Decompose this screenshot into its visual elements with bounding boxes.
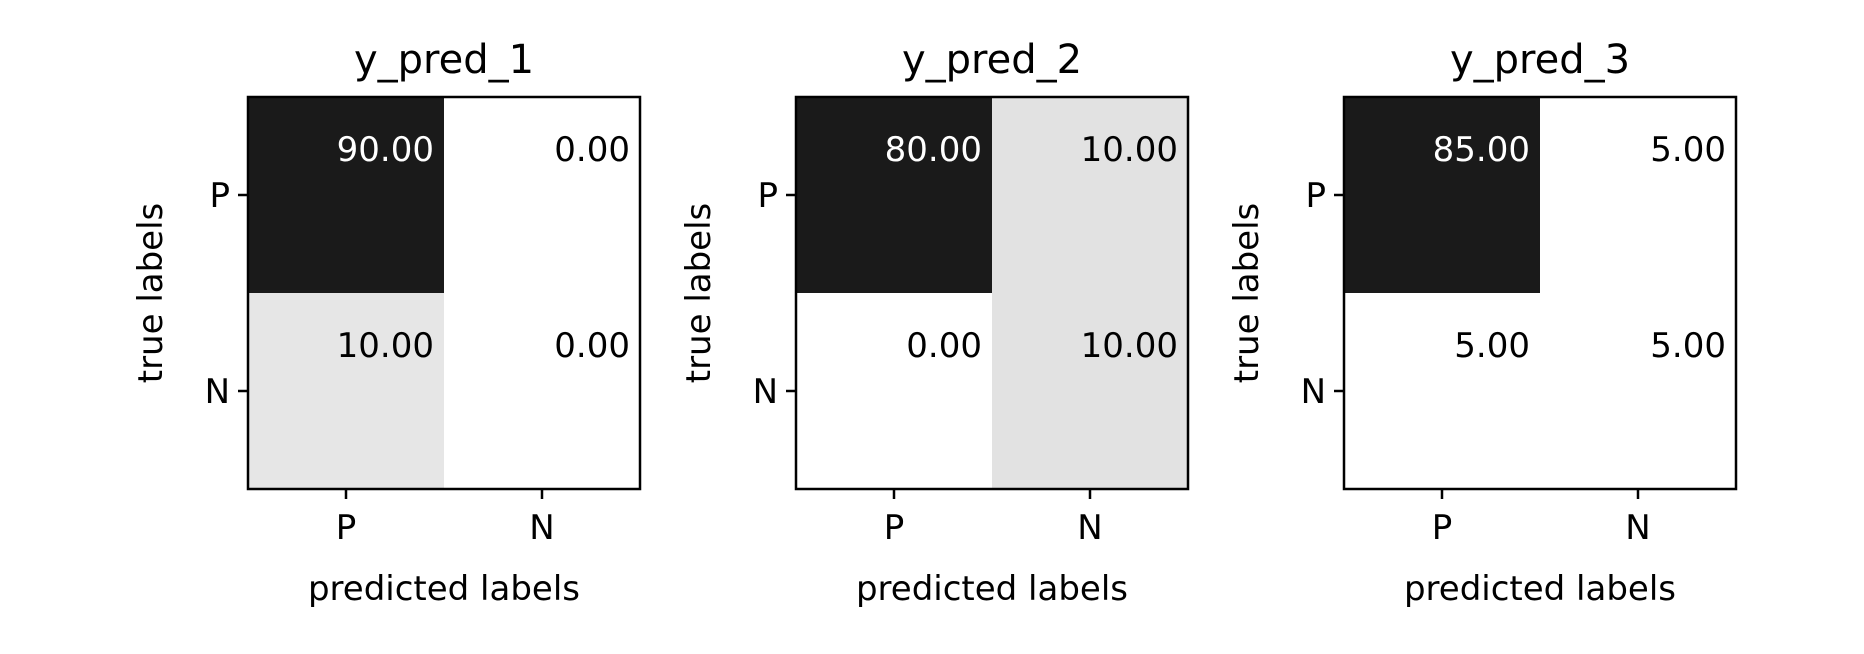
x-axis-label: predicted labels <box>308 569 580 609</box>
heatmap-cell <box>796 97 992 293</box>
heatmap-cell <box>248 97 444 293</box>
y-axis-label: true labels <box>131 203 171 384</box>
x-axis-label: predicted labels <box>856 569 1128 609</box>
heatmap-cell <box>444 97 640 293</box>
y-tick-label: P <box>1305 176 1326 216</box>
y-tick-label: N <box>1301 372 1326 412</box>
x-tick-label: N <box>1077 508 1102 548</box>
y-axis-label: true labels <box>1227 203 1267 384</box>
chart-title: y_pred_3 <box>1450 37 1630 83</box>
cell-value-label: 0.00 <box>906 326 982 366</box>
heatmap-cell <box>992 293 1188 489</box>
heatmap-cell <box>1540 293 1736 489</box>
chart-title: y_pred_1 <box>354 37 534 83</box>
cell-value-label: 80.00 <box>885 130 982 170</box>
confusion-matrix-panel: 90.00 0.00 10.00 0.00 y_pred_1 P N P Npredicted … <box>131 37 642 609</box>
x-tick-label: N <box>1625 508 1650 548</box>
cell-value-label: 5.00 <box>1650 326 1726 366</box>
x-tick-label: N <box>529 508 554 548</box>
axes-frame <box>794 95 1190 491</box>
axes-frame <box>246 95 642 491</box>
cell-value-label: 10.00 <box>1081 326 1178 366</box>
x-tick-label: P <box>1432 508 1453 548</box>
y-tick-label: N <box>753 372 778 412</box>
heatmap-cell <box>1344 293 1540 489</box>
y-tick-label: N <box>205 372 230 412</box>
x-tick-label: P <box>336 508 357 548</box>
cell-value-label: 5.00 <box>1454 326 1530 366</box>
cell-value-label: 5.00 <box>1650 130 1726 170</box>
heatmap-cell <box>1344 97 1540 293</box>
heatmap-cell <box>248 293 444 489</box>
chart-title: y_pred_2 <box>902 37 1082 83</box>
confusion-matrix-panel: 80.00 10.00 0.00 10.00 y_pred_2 P N P Npredicted… <box>679 37 1190 609</box>
cell-value-label: 90.00 <box>337 130 434 170</box>
y-tick-label: P <box>757 176 778 216</box>
heatmap-cell <box>796 293 992 489</box>
cell-value-label: 10.00 <box>1081 130 1178 170</box>
cell-value-label: 0.00 <box>554 130 630 170</box>
x-axis-label: predicted labels <box>1404 569 1676 609</box>
heatmap-cell <box>1540 97 1736 293</box>
x-tick-label: P <box>884 508 905 548</box>
axes-frame <box>1342 95 1738 491</box>
cell-value-label: 0.00 <box>554 326 630 366</box>
cell-value-label: 10.00 <box>337 326 434 366</box>
y-axis-label: true labels <box>679 203 719 384</box>
heatmap-cell <box>992 97 1188 293</box>
y-tick-label: P <box>209 176 230 216</box>
cell-value-label: 85.00 <box>1433 130 1530 170</box>
heatmap-cell <box>444 293 640 489</box>
